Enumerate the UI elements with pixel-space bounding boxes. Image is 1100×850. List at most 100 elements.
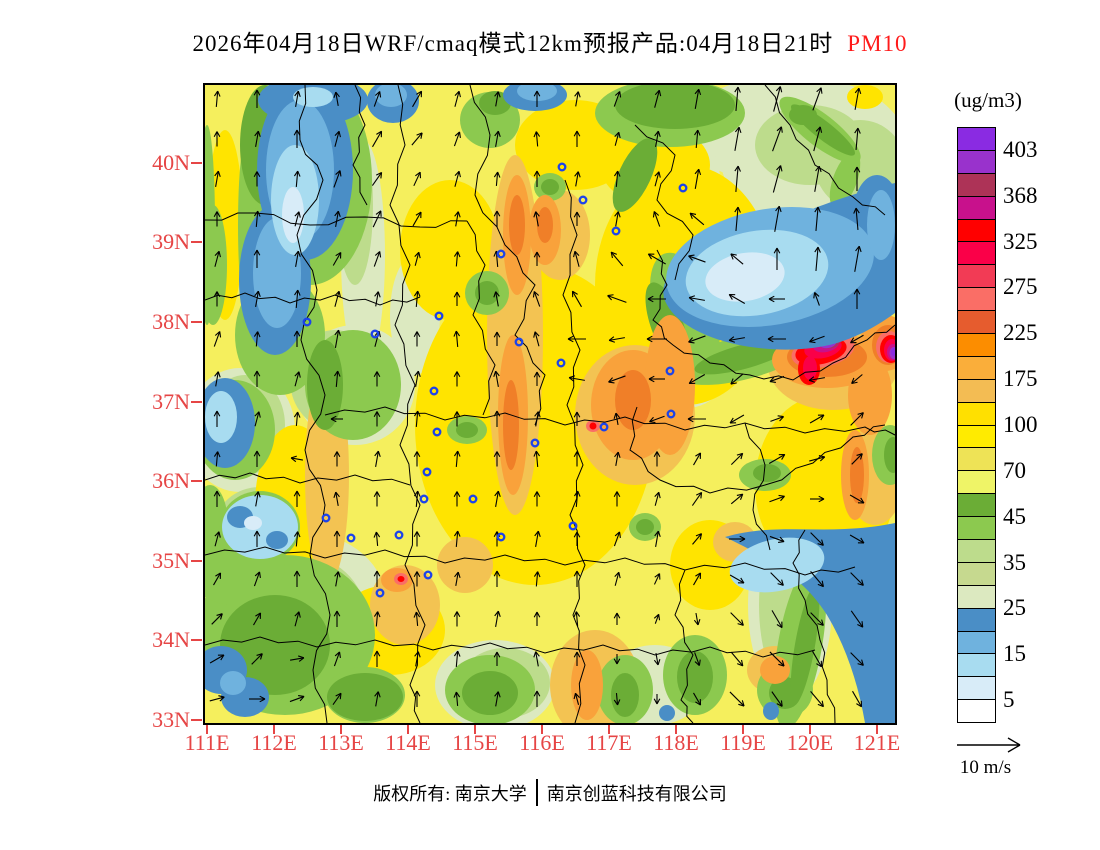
wind-arrow-icon	[413, 171, 422, 187]
wind-arrow-icon	[533, 371, 541, 386]
lat-tick	[191, 480, 202, 482]
province-boundary	[466, 220, 496, 416]
wind-arrow-icon	[214, 371, 221, 387]
wind-arrow-icon	[734, 206, 741, 232]
page-title: 2026年04月18日WRF/cmaq模式12km预报产品:04月18日21时 …	[0, 24, 1100, 58]
wind-arrow-icon	[654, 530, 661, 547]
wind-arrow-icon	[213, 490, 221, 507]
contour-region	[789, 105, 817, 125]
wind-arrow-icon	[493, 331, 501, 346]
wind-arrow-icon	[808, 376, 825, 383]
lon-label-115E: 115E	[452, 730, 498, 755]
lon-label-113E: 113E	[318, 730, 364, 755]
wind-arrow-icon	[373, 491, 381, 507]
wind-arrow-icon	[333, 651, 341, 667]
wind-arrow-icon	[294, 250, 301, 267]
wind-arrow-icon	[213, 410, 221, 427]
title-text: 2026年04月18日WRF/cmaq模式12km预报产品:04月18日21时	[192, 31, 834, 56]
lon-label-112E: 112E	[251, 730, 297, 755]
contour-region	[729, 537, 825, 593]
wind-arrow-icon	[730, 452, 744, 466]
wind-arrow-icon	[213, 90, 221, 108]
province-boundary	[674, 569, 694, 723]
wind-arrow-icon	[253, 612, 262, 626]
wind-arrow-icon	[812, 87, 823, 111]
contour-region	[677, 651, 713, 703]
wind-arrow-icon	[411, 132, 423, 146]
wind-arrow-icon	[853, 207, 860, 231]
wind-arrow-icon	[533, 651, 540, 667]
contour-region	[645, 315, 695, 455]
legend-value: 45	[1003, 503, 1026, 529]
lat-tick	[191, 241, 202, 243]
lon-label-119E: 119E	[720, 730, 766, 755]
wind-arrow-icon	[850, 610, 864, 628]
wind-arrow-icon	[373, 611, 381, 627]
wind-arrow-icon	[254, 290, 261, 307]
lon-label-120E: 120E	[786, 730, 834, 755]
legend-value: 15	[1003, 641, 1026, 667]
province-boundary	[744, 422, 771, 551]
lon-label-117E: 117E	[586, 730, 632, 755]
legend-value: 368	[1003, 182, 1038, 208]
wind-arrow-icon	[493, 651, 501, 666]
wind-arrow-icon	[533, 90, 541, 107]
wind-arrow-icon	[693, 612, 701, 626]
lat-label-33N: 33N	[152, 707, 190, 732]
city-marker-icon	[530, 438, 540, 448]
wind-arrow-icon	[493, 451, 501, 467]
wind-arrow-icon	[294, 611, 301, 627]
wind-arrow-icon	[689, 212, 705, 226]
wind-arrow-icon	[654, 130, 661, 147]
contour-region	[829, 151, 861, 209]
wind-arrow-icon	[334, 290, 341, 307]
wind-arrow-icon	[729, 574, 745, 584]
wind-arrow-icon	[688, 295, 705, 302]
wind-arrow-icon	[849, 534, 865, 544]
wind-arrow-icon	[493, 171, 501, 187]
wind-arrow-icon	[692, 533, 703, 545]
wind-arrow-icon	[533, 611, 541, 626]
city-marker-icon	[346, 533, 356, 543]
wind-arrow-icon	[413, 410, 421, 428]
copyright-company: 南京创蓝科技有限公司	[546, 783, 727, 804]
wind-arrow-icon	[734, 126, 742, 151]
wind-arrow-icon	[613, 612, 621, 625]
wind-arrow-icon	[613, 412, 621, 426]
lat-label-40N: 40N	[152, 150, 190, 175]
wind-arrow-icon	[693, 692, 702, 706]
wind-arrow-icon	[373, 411, 381, 427]
contour-region	[541, 179, 559, 195]
wind-arrow-icon	[647, 253, 666, 265]
legend-color-box	[957, 195, 996, 220]
wind-arrow-icon	[730, 253, 744, 265]
wind-arrow-icon	[533, 170, 541, 187]
wind-arrow-icon	[613, 692, 621, 706]
wind-arrow-icon	[770, 415, 784, 422]
contour-region	[266, 531, 288, 549]
wind-arrow-icon	[573, 531, 581, 546]
wind-arrow-icon	[334, 329, 341, 348]
wind-arrow-icon	[334, 130, 341, 147]
contour-region	[705, 252, 785, 302]
wind-arrow-icon	[374, 291, 381, 307]
pollutant-label: PM10	[847, 31, 908, 56]
city-marker-icon	[678, 183, 688, 193]
contour-region	[479, 91, 511, 115]
wind-arrow-icon	[494, 130, 501, 147]
wind-arrow-icon	[772, 165, 783, 193]
legend-color-box	[957, 149, 996, 174]
wind-arrow-icon	[687, 415, 706, 423]
province-boundary	[205, 636, 816, 658]
contour-region	[509, 195, 525, 255]
wind-arrow-icon	[453, 530, 461, 548]
lon-tick	[608, 725, 610, 734]
wind-arrow-icon	[613, 91, 622, 107]
contour-region	[571, 650, 603, 720]
wind-arrow-icon	[374, 691, 381, 707]
wind-arrow-icon	[734, 165, 741, 192]
city-marker-icon	[568, 521, 578, 531]
wind-arrow-icon	[413, 490, 421, 508]
wind-arrow-icon	[453, 330, 461, 348]
city-marker-icon	[419, 494, 429, 504]
